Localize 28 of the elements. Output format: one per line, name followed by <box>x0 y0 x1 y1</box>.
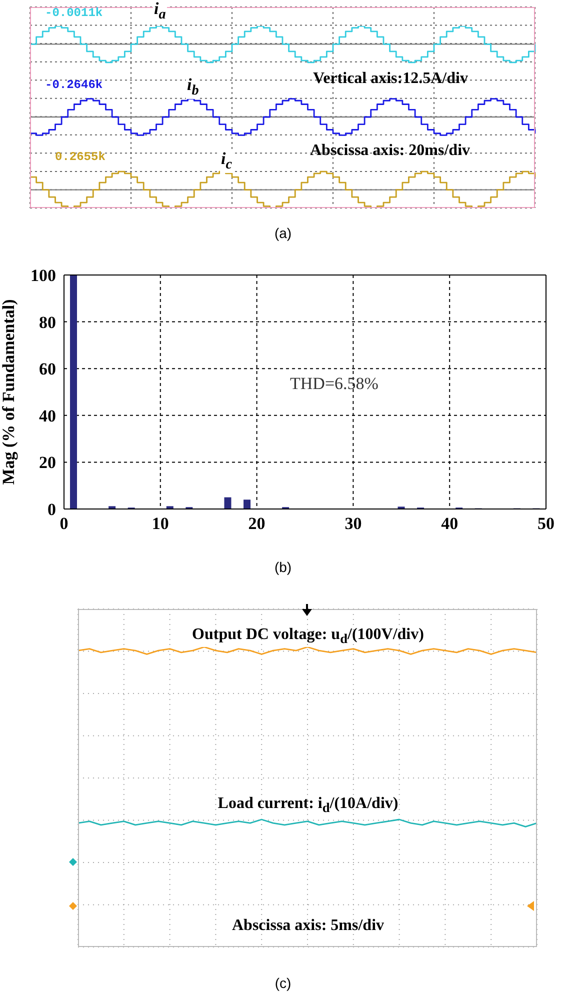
series-label: i$_{b}$ <box>186 75 200 99</box>
annotation: THD=6.58% <box>290 374 378 394</box>
x-tick-label: 40 <box>441 514 458 534</box>
x-tick-label: 20 <box>248 514 266 534</box>
y-tick-label: 100 <box>30 266 56 286</box>
x-tick-label: 50 <box>538 514 554 534</box>
y-tick-label: 60 <box>39 360 56 379</box>
annotation: -0.2646k <box>45 78 103 92</box>
annotation: 0.2655k <box>55 150 106 164</box>
series-label: Output DC voltage: u$_{d}$/(100V/div) <box>192 626 424 647</box>
series-label: Load current: i$_{d}$/(10A/div) <box>218 795 398 816</box>
y-tick-label: 0 <box>48 500 56 520</box>
x-tick-label: 0 <box>60 514 68 534</box>
text: (b) <box>274 559 292 576</box>
annotation: Abscissa axis: 5ms/div <box>232 917 384 935</box>
annotation: Vertical axis:12.5A/div <box>313 70 468 88</box>
series-label: i$_{c}$ <box>220 149 234 173</box>
text: -0.0011k <box>45 6 103 20</box>
annotation: Abscissa axis: 20ms/div <box>310 142 470 160</box>
x-tick-label: 30 <box>344 514 362 534</box>
x-tick-label: 10 <box>152 514 169 534</box>
text: (c) <box>274 975 292 992</box>
y-tick-label: 20 <box>39 453 56 472</box>
y-tick-label: 40 <box>39 406 56 426</box>
y-axis-title: Mag (% of Fundamental) <box>0 299 18 485</box>
series-label: i$_{a}$ <box>153 0 167 23</box>
text: (a) <box>274 225 292 242</box>
y-tick-label: 80 <box>39 312 56 332</box>
